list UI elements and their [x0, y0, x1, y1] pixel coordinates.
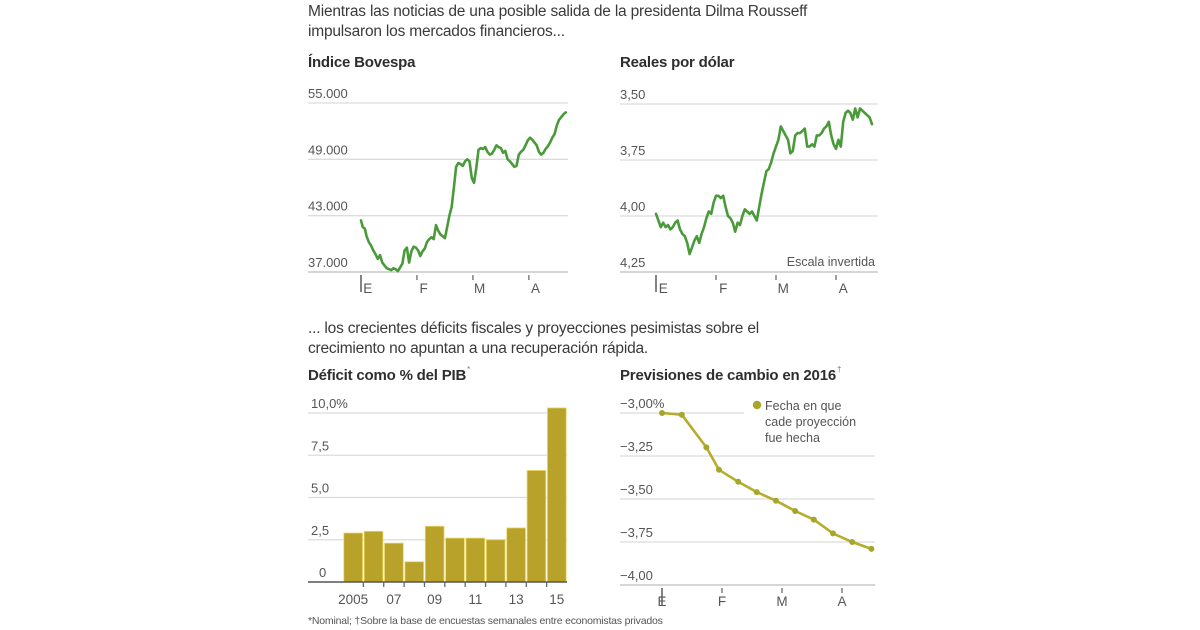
- y-tick-label: −3,00%: [620, 396, 665, 411]
- legend-marker: [752, 400, 762, 410]
- x-tick-label: 11: [468, 592, 482, 607]
- legend-label-line: Fecha en que: [765, 399, 841, 413]
- x-tick-label: 13: [509, 592, 524, 607]
- series-line: [359, 111, 568, 273]
- data-point: [735, 478, 742, 485]
- y-tick-label: −4,00: [620, 568, 653, 583]
- deficit-title-text: Déficit como % del PIB: [308, 367, 467, 384]
- reales-chart: 3,50 3,75 4,00 4,25 E F M A Escala invertida: [620, 87, 878, 296]
- y-tick-label: 0: [319, 565, 326, 580]
- intro-top-line-2: impulsaron los mercados financieros...: [308, 23, 565, 40]
- y-tick-label: 37.000: [308, 255, 348, 270]
- y-tick-label: 7,5: [311, 438, 329, 453]
- intro-bottom-line-2: crecimiento no apuntan a una recuperació…: [308, 340, 649, 357]
- y-tick-label: 55.000: [308, 86, 348, 101]
- bar-2011: [465, 537, 486, 583]
- bar-2009: [424, 525, 445, 583]
- data-point: [773, 497, 779, 504]
- y-tick-label: 10,0%: [311, 396, 348, 411]
- x-tick-label: A: [839, 281, 848, 296]
- x-tick-label: 07: [386, 592, 401, 607]
- data-point: [810, 516, 817, 523]
- y-tick-label: −3,25: [620, 439, 653, 454]
- data-point: [753, 489, 760, 496]
- forecast-chart: −3,00% −3,25 −3,50 −3,75 −4,00 E F M A Fecha en q…: [620, 393, 884, 609]
- y-tick-label: 3,75: [620, 143, 645, 158]
- x-tick-label: A: [531, 281, 540, 296]
- series-line: [660, 411, 873, 551]
- bar-2013: [506, 527, 526, 583]
- reales-chart-title: Reales por dólar: [620, 54, 735, 71]
- x-tick-label: 2005: [338, 592, 368, 607]
- bar-2007: [384, 542, 404, 583]
- y-tick-label: 4,00: [620, 199, 645, 214]
- inverted-scale-annotation: Escala invertida: [787, 255, 875, 269]
- bar-2005: [343, 532, 363, 583]
- data-point: [659, 410, 665, 416]
- y-tick-label: −3,50: [620, 482, 653, 497]
- data-point: [703, 444, 710, 451]
- deficit-chart-title: Déficit como % del PIB*: [308, 365, 471, 384]
- data-point: [849, 539, 856, 545]
- footnote: *Nominal; †Sobre la base de encuestas se…: [308, 615, 663, 627]
- data-point: [792, 508, 799, 515]
- x-tick-label: M: [474, 281, 485, 296]
- y-tick-label: 4,25: [620, 255, 645, 270]
- x-tick-label: M: [776, 594, 787, 609]
- intro-top-line-1: Mientras las noticias de una posible sal…: [308, 3, 808, 20]
- y-tick-label: −3,75: [620, 525, 653, 540]
- forecast-title-text: Previsiones de cambio en 2016: [620, 367, 836, 384]
- reales-title-text: Reales por dólar: [620, 54, 735, 71]
- series-line: [654, 107, 874, 256]
- x-tick-label: E: [363, 281, 372, 296]
- x-tick-label: E: [659, 281, 668, 296]
- data-point: [678, 411, 685, 418]
- bovespa-title-text: Índice Bovespa: [308, 54, 416, 71]
- legend-background: [744, 393, 884, 445]
- data-point: [716, 466, 722, 473]
- bar-2015: [547, 407, 567, 583]
- bar-2010: [445, 537, 465, 583]
- deficit-chart: 10,0% 7,5 5,0 2,5 0 2005 07 09 11 13 15: [308, 396, 567, 607]
- x-tick-label: A: [837, 594, 846, 609]
- intro-bottom-line-1: ... los crecientes déficits fiscales y p…: [308, 320, 759, 337]
- x-tick-label: E: [657, 594, 666, 609]
- x-tick-label: 09: [427, 592, 442, 607]
- y-tick-label: 5,0: [311, 481, 329, 496]
- bar-2008: [404, 561, 425, 583]
- y-tick-label: 49.000: [308, 142, 348, 157]
- intro-text-bottom: ... los crecientes déficits fiscales y p…: [308, 319, 908, 359]
- bovespa-chart-title: Índice Bovespa: [308, 54, 415, 71]
- bovespa-chart: 55.000 49.000 43.000 37.000 E F M A: [308, 86, 568, 296]
- legend-label-line: cade proyección: [765, 415, 856, 429]
- y-tick-label: 43.000: [308, 199, 348, 214]
- data-point: [830, 530, 836, 537]
- intro-text-top: Mientras las noticias de una posible sal…: [308, 2, 908, 42]
- bar-2006: [363, 530, 384, 583]
- annotation-background: [764, 253, 878, 269]
- data-point: [868, 545, 875, 552]
- forecast-chart-title: Previsiones de cambio en 2016†: [620, 365, 842, 384]
- x-tick-label: F: [719, 281, 727, 296]
- x-tick-label: F: [718, 594, 726, 609]
- forecast-title-footnote-mark: †: [836, 365, 842, 374]
- x-tick-label: F: [420, 281, 428, 296]
- y-tick-label: 3,50: [620, 87, 645, 102]
- bar-2012: [485, 539, 506, 583]
- x-tick-label: 15: [549, 592, 564, 607]
- bar-2014: [526, 470, 547, 583]
- x-tick-label: M: [778, 281, 789, 296]
- deficit-title-footnote-mark: *: [467, 365, 471, 374]
- legend-label-line: fue hecha: [765, 431, 820, 445]
- y-tick-label: 2,5: [311, 523, 329, 538]
